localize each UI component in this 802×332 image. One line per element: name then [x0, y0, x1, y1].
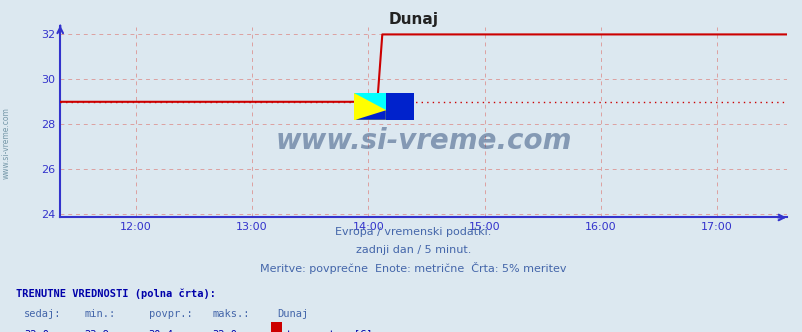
Text: sedaj:: sedaj:	[24, 309, 62, 319]
Polygon shape	[354, 93, 385, 110]
Text: Evropa / vremenski podatki.: Evropa / vremenski podatki.	[335, 227, 491, 237]
Bar	[385, 93, 413, 120]
Text: zadnji dan / 5 minut.: zadnji dan / 5 minut.	[355, 245, 471, 255]
Text: 32,0: 32,0	[24, 330, 49, 332]
Text: temperatura[C]: temperatura[C]	[286, 330, 373, 332]
Text: www.si-vreme.com: www.si-vreme.com	[275, 127, 571, 155]
Text: TRENUTNE VREDNOSTI (polna črta):: TRENUTNE VREDNOSTI (polna črta):	[16, 289, 216, 299]
Text: min.:: min.:	[84, 309, 115, 319]
Text: Meritve: povprečne  Enote: metrične  Črta: 5% meritev: Meritve: povprečne Enote: metrične Črta:…	[260, 262, 566, 274]
Text: povpr.:: povpr.:	[148, 309, 192, 319]
Text: www.si-vreme.com: www.si-vreme.com	[2, 107, 11, 179]
Text: 32,0: 32,0	[213, 330, 237, 332]
Text: 23,9: 23,9	[84, 330, 109, 332]
Polygon shape	[355, 110, 385, 120]
Bar	[354, 93, 385, 120]
Text: Dunaj: Dunaj	[388, 12, 438, 27]
Text: maks.:: maks.:	[213, 309, 250, 319]
Text: 30,4: 30,4	[148, 330, 173, 332]
Text: Dunaj: Dunaj	[277, 309, 308, 319]
